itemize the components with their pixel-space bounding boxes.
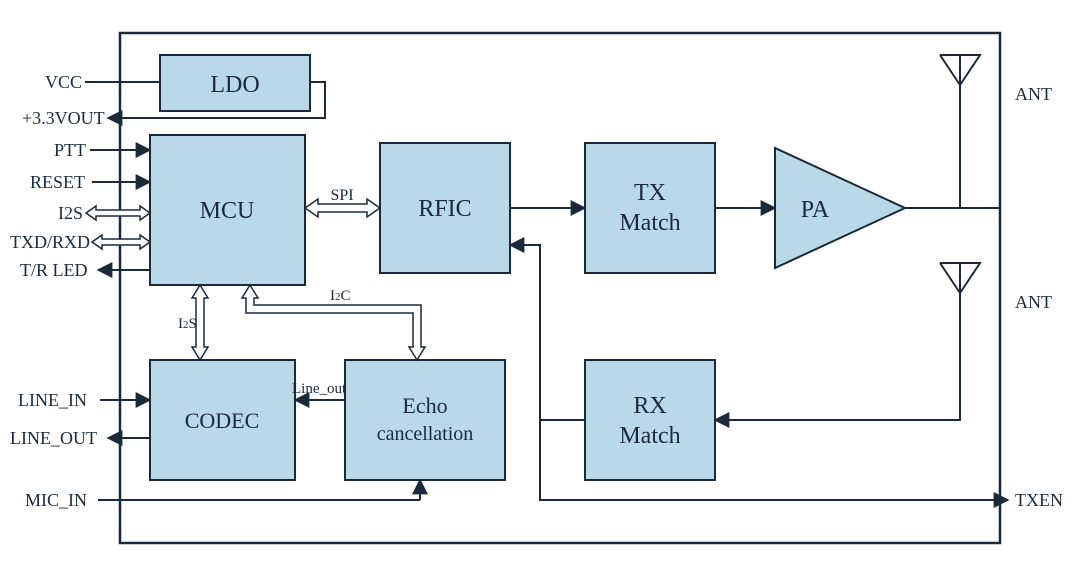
block-pa [775,148,905,268]
pin-i2s: I2S [58,203,83,223]
label-rxmatch-1: RX [633,393,666,419]
block-rxmatch [585,360,715,480]
pin-txdrxd: TXD/RXD [10,232,90,252]
label-spi: SPI [330,187,353,204]
pin-reset: RESET [30,172,85,192]
pin-micin: MIC_IN [25,490,87,510]
label-rfic: RFIC [418,196,471,222]
block-echo [345,360,505,480]
label-rxmatch-2: Match [619,423,680,449]
pin-33vout: +3.3VOUT [22,108,105,128]
label-i2s-v: I2S [178,316,197,332]
label-ldo: LDO [210,72,259,98]
pin-ptt: PTT [54,140,86,160]
pin-linein: LINE_IN [18,390,87,410]
label-echo-2: cancellation [377,423,474,445]
label-mcu: MCU [200,198,255,224]
pin-ant-bot: ANT [1015,292,1052,312]
label-lineout-int: Line_out [292,381,347,397]
pin-ant-top: ANT [1015,84,1052,104]
block-diagram: LDO MCU RFIC TX Match PA CODEC Echo canc… [0,0,1080,571]
label-echo-1: Echo [402,393,447,418]
label-i2c: I2C [330,288,351,304]
label-txmatch-1: TX [634,180,666,206]
pin-trled: T/R LED [20,260,88,280]
pin-lineout: LINE_OUT [10,428,97,448]
label-pa: PA [801,197,830,223]
pin-vcc: VCC [45,72,82,92]
label-codec: CODEC [185,408,260,433]
label-txmatch-2: Match [619,210,680,236]
pin-txen: TXEN [1015,490,1063,510]
block-txmatch [585,143,715,273]
